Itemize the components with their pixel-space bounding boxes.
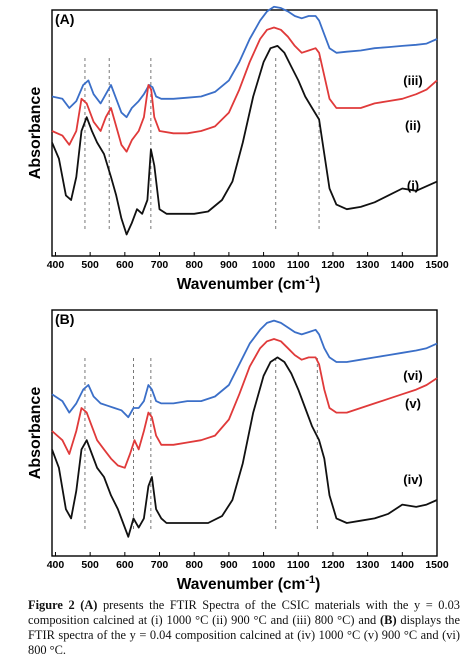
plot-frame xyxy=(51,309,438,557)
x-tick-label: 1000 xyxy=(252,259,276,271)
x-tick-label: 700 xyxy=(151,259,169,271)
caption-label-b: (B) xyxy=(380,613,397,627)
y-axis-label: Absorbance xyxy=(27,387,44,480)
ftir-figure: (A) Absorbance 400 500 600 700 800 900 1000 1100 1… xyxy=(27,5,449,593)
series-label: (iv) xyxy=(403,472,423,487)
x-tick-label: 1200 xyxy=(321,259,345,271)
series-line xyxy=(51,319,438,419)
x-tick-label: 900 xyxy=(220,559,238,571)
x-tick-label: 1300 xyxy=(356,259,380,271)
x-tick-label: 1500 xyxy=(425,559,449,571)
x-tick-label: 1000 xyxy=(252,559,276,571)
caption-text-1: presents the FTIR Spectra of the CSIC ma… xyxy=(28,598,460,627)
figure-caption: Figure 2 (A) presents the FTIR Spectra o… xyxy=(28,598,460,658)
x-tick-label: 600 xyxy=(116,559,134,571)
x-tick-label: 1100 xyxy=(287,559,310,571)
series-label: (i) xyxy=(407,178,419,193)
x-tick-label: 700 xyxy=(151,559,169,571)
panel-a: (A) Absorbance 400 500 600 700 800 900 1000 1100 1… xyxy=(27,5,449,293)
series-line xyxy=(51,5,438,119)
x-tick-label: 1100 xyxy=(287,259,310,271)
x-tick-label: 1400 xyxy=(391,559,415,571)
panel-label: (B) xyxy=(55,311,74,327)
series-line xyxy=(51,356,438,538)
x-tick-label: 400 xyxy=(47,559,65,571)
series-label: (ii) xyxy=(405,118,421,133)
series-label: (v) xyxy=(405,396,421,411)
series-label: (iii) xyxy=(403,73,423,88)
caption-label-a: (A) xyxy=(80,598,98,612)
caption-text-2: displays the FTIR spectra of the y = 0.0… xyxy=(28,613,460,657)
x-tick-label: 500 xyxy=(81,259,99,271)
panel-label: (A) xyxy=(55,11,74,27)
series-label: (vi) xyxy=(403,368,423,383)
x-tick-label: 1400 xyxy=(391,259,415,271)
x-tick-label: 500 xyxy=(81,559,99,571)
x-tick-label: 600 xyxy=(116,259,134,271)
y-axis-label: Absorbance xyxy=(27,87,44,180)
x-axis-label: Wavenumber (cm-1) xyxy=(177,574,321,593)
x-tick-label: 1500 xyxy=(425,259,449,271)
caption-figure-label: Figure 2 xyxy=(28,598,75,612)
x-tick-label: 1300 xyxy=(356,559,380,571)
x-tick-label: 800 xyxy=(185,259,203,271)
x-axis-label: Wavenumber (cm-1) xyxy=(177,274,321,293)
series-line xyxy=(51,45,438,236)
x-tick-label: 800 xyxy=(185,559,203,571)
x-tick-label: 400 xyxy=(47,259,65,271)
plot-frame xyxy=(51,9,438,257)
series-line xyxy=(51,338,438,469)
series-line xyxy=(51,26,438,153)
x-tick-label: 1200 xyxy=(321,559,345,571)
panel-b: (B) Absorbance 400 500 600 700 800 900 1000 1100 1… xyxy=(27,309,449,593)
x-tick-label: 900 xyxy=(220,259,238,271)
